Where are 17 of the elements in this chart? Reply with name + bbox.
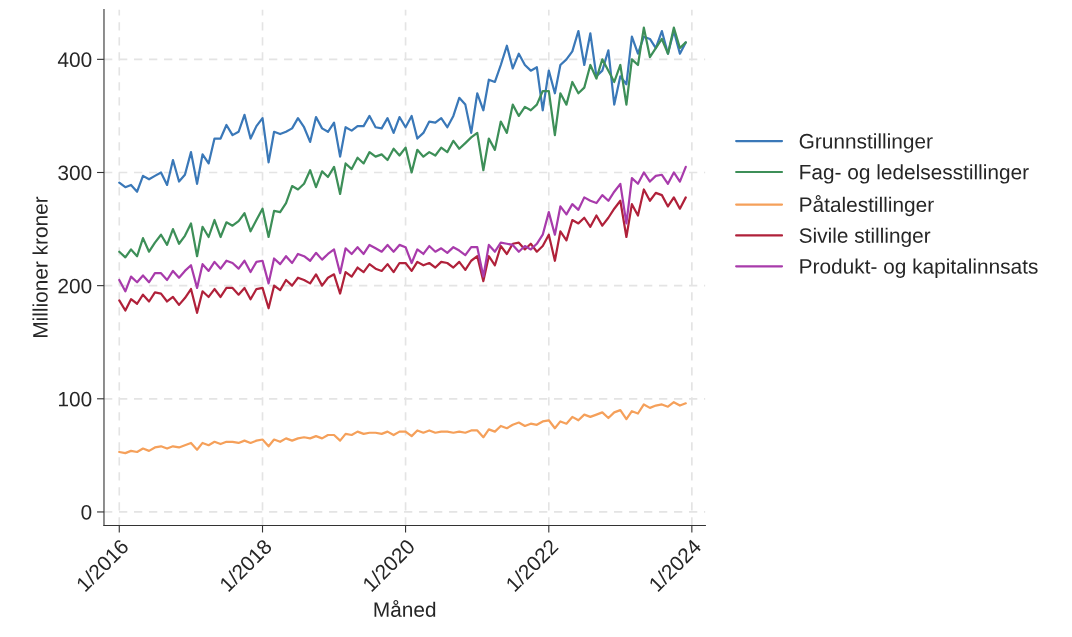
legend-label: Grunnstillinger — [799, 133, 933, 153]
y-tick-label: 400 — [57, 52, 92, 68]
legend-label: Produkt- og kapitalinnsats — [800, 258, 1038, 278]
legend-label: Fag- og ledelsesstillinger — [800, 164, 1029, 184]
y-tick-label: 100 — [59, 391, 92, 407]
line-series — [118, 401, 687, 455]
line-series — [118, 165, 687, 293]
line-series — [118, 29, 687, 193]
y-tick-label: 300 — [58, 165, 92, 181]
legend-label: Sivile stillinger — [799, 227, 931, 248]
line-series — [118, 188, 687, 314]
y-axis-title: Millioner kroner — [32, 196, 48, 338]
legend-label: Påtalestillinger — [800, 195, 934, 217]
line-series — [118, 26, 687, 259]
y-tick-label: 0 — [81, 504, 92, 520]
x-axis-title: Måned — [374, 599, 436, 617]
y-tick-label: 200 — [58, 278, 92, 294]
